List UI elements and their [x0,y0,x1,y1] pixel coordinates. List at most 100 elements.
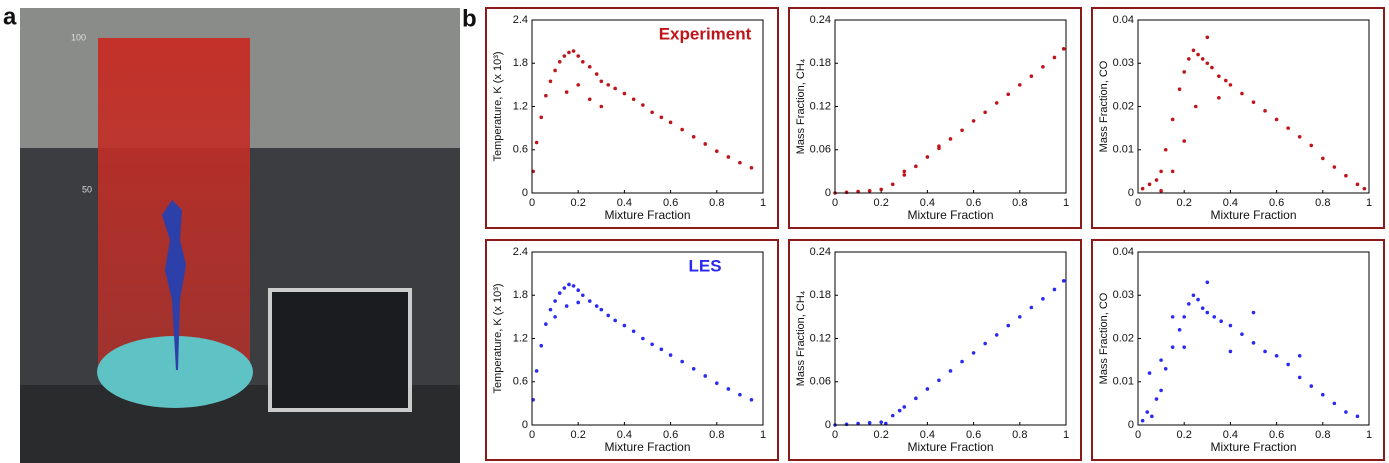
scatter-point [571,49,576,53]
scatter-point [571,284,576,288]
scatter-point [1147,182,1152,187]
scatter-point [1321,392,1325,397]
scatter-point [925,155,930,159]
scatter-point [983,341,987,346]
scatter-point [1006,323,1011,328]
scatter-point [1170,117,1175,122]
scatter-point [1355,414,1360,419]
y-tick-label: 0.24 [810,14,831,26]
scatter-point [622,323,627,328]
scatter-point [1061,279,1066,283]
scatter-point [557,60,562,64]
scatter-point [1321,156,1325,161]
scatter-point [1205,35,1210,40]
scatter-point [1355,182,1360,187]
scatter-point [1018,83,1022,87]
scatter-point [631,329,636,334]
scatter-point [1159,189,1163,193]
y-axis-label: Mass Fraction, CO [1098,60,1110,152]
scatter-point [1041,297,1045,301]
scatter-point [539,343,544,348]
y-tick-label: 0.03 [1113,57,1134,69]
scatter-point [606,313,611,318]
annotation: Experiment [659,24,752,43]
x-tick-label: 0 [832,197,838,209]
x-axis-label: Mixture Fraction [907,440,993,454]
scatter-point [738,392,742,397]
scatter-point [599,104,604,109]
scatter-point [1170,345,1175,349]
y-axis-label: Temperature, K (x 10³) [492,283,504,393]
x-tick-label: 0 [529,429,535,441]
scatter-point [1297,134,1302,139]
scatter-point [539,115,544,120]
scatter-point [553,299,557,303]
scatter-point [1018,315,1022,319]
scatter-point [960,359,964,364]
x-tick-label: 0.4 [920,197,935,209]
scatter-point [867,421,872,425]
y-tick-label: 1.2 [513,332,528,344]
x-tick-label: 0 [529,197,535,209]
plot-area [1137,251,1370,426]
scatter-point [844,190,849,195]
scatter-point [1200,306,1205,311]
x-tick-label: 0.8 [1315,429,1330,441]
scatter-point [613,318,617,323]
y-axis-label: Mass Fraction, CO [1098,292,1110,384]
scatter-point [544,93,548,98]
scatter-point [599,307,604,312]
x-tick-label: 0.6 [663,429,678,441]
burner-plate [97,336,253,408]
scatter-chart: 0 0.2 0.4 0.6 0.8 1 0 0.6 1.2 1.8 2.4 Mixture Fract… [485,7,779,229]
scatter-point [867,189,872,193]
scatter-point [567,50,571,55]
scatter-point [1041,65,1045,69]
scatter-point [1177,87,1182,91]
y-tick-label: 0.18 [810,57,831,69]
scatter-point [948,137,953,141]
scatter-point [659,115,664,120]
x-tick-label: 0.2 [1177,429,1192,441]
scatter-point [1251,310,1256,315]
y-tick-label: 0 [522,187,528,199]
scatter-point [1205,310,1210,315]
x-tick-label: 0.6 [966,429,981,441]
scatter-point [914,396,918,401]
scatter-point [1228,83,1233,87]
scatter-point [562,54,567,58]
scatter-point [1052,287,1057,292]
scatter-chart: 0 0.2 0.4 0.6 0.8 1 0 0.06 0.12 0.18 0.24 Mixture F… [788,239,1082,461]
scatter-point [1159,169,1163,174]
scatter-point [680,359,684,364]
scatter-point [1196,52,1200,57]
x-tick-label: 0.4 [617,429,632,441]
scatter-point [960,128,964,133]
scatter-point [1274,117,1279,122]
scatter-point [1200,57,1205,61]
scatter-point [703,142,708,146]
scatter-point [948,369,953,373]
y-tick-label: 0.02 [1113,100,1134,112]
scatter-point [879,420,883,424]
y-tick-label: 0.03 [1113,289,1134,301]
panel-label: a [3,3,17,30]
x-tick-label: 1 [760,197,766,209]
scatter-point [587,65,592,69]
flame [162,200,186,370]
y-tick-label: 0 [825,419,831,431]
scatter-chart: 0 0.2 0.4 0.6 0.8 1 0 0.01 0.02 0.03 0.04 Mixture F… [1091,7,1385,229]
y-tick-label: 0 [825,187,831,199]
scatter-point [594,72,599,76]
scatter-point [1193,104,1198,109]
scatter-point [1223,78,1228,83]
panel-frame [485,7,779,229]
y-tick-label: 0 [522,419,528,431]
scatter-point [914,164,918,169]
scatter-point [576,54,580,58]
x-axis-label: Mixture Fraction [907,208,993,222]
scatter-point [1159,358,1163,362]
scatter-point [1274,354,1279,358]
y-tick-label: 2.4 [513,14,528,26]
